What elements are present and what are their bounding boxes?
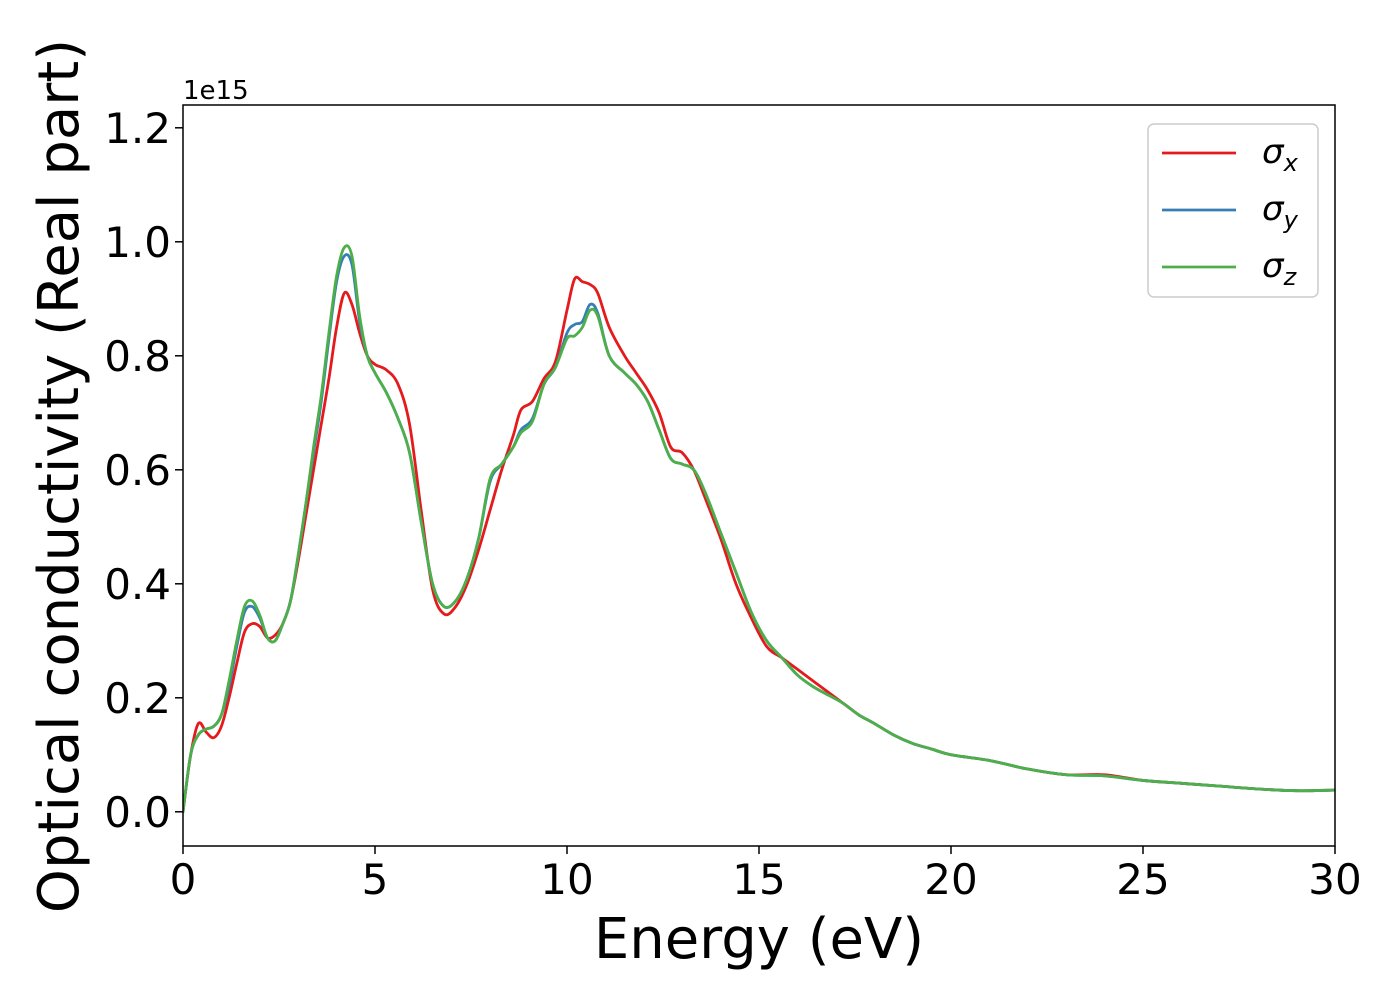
y-axis-ticks: 0.0 0.2 0.4 0.6 0.8 1.0 1.2 <box>104 104 183 837</box>
y-tick-label: 1.0 <box>104 218 171 267</box>
series-line-z <box>183 244 1335 814</box>
legend-label-sub: x <box>1283 149 1299 177</box>
x-axis-ticks: 0 5 10 15 20 25 30 <box>170 846 1362 904</box>
legend-label-sub: y <box>1283 206 1299 234</box>
series-layer <box>183 244 1335 814</box>
series-line-x <box>183 275 1335 814</box>
x-tick-label: 25 <box>1116 855 1169 904</box>
legend-label-y: σy <box>1262 189 1299 234</box>
y-tick-label: 0.8 <box>104 332 171 381</box>
legend-label-sub: z <box>1283 263 1298 291</box>
x-tick-label: 10 <box>540 855 593 904</box>
x-tick-label: 5 <box>362 855 389 904</box>
y-offset-label: 1e15 <box>183 76 249 106</box>
legend-label-main: σ <box>1262 189 1285 229</box>
x-tick-label: 0 <box>170 855 197 904</box>
x-tick-label: 30 <box>1308 855 1361 904</box>
y-tick-label: 0.6 <box>104 446 171 495</box>
series-line-y <box>183 253 1335 814</box>
legend-label-main: σ <box>1262 246 1285 286</box>
x-tick-label: 15 <box>732 855 785 904</box>
legend-label-z: σz <box>1262 246 1298 291</box>
y-tick-label: 0.4 <box>104 560 171 609</box>
x-axis-label: Energy (eV) <box>594 907 924 972</box>
y-tick-label: 0.0 <box>104 788 171 837</box>
y-tick-label: 1.2 <box>104 104 171 153</box>
legend-label-x: σx <box>1262 132 1299 177</box>
y-axis-label: Optical conductivity (Real part) <box>27 39 92 913</box>
legend-label-main: σ <box>1262 132 1285 172</box>
x-tick-label: 20 <box>924 855 977 904</box>
y-tick-label: 0.2 <box>104 674 171 723</box>
